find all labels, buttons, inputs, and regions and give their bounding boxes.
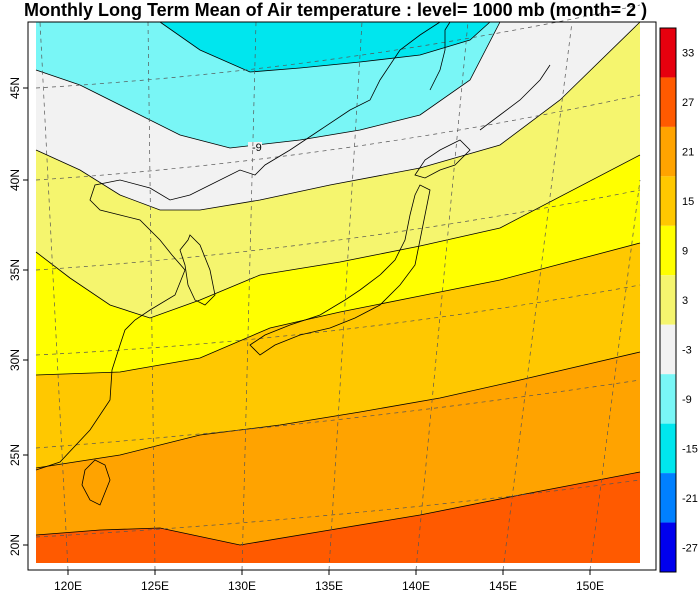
meridian-line bbox=[39, 21, 69, 571]
temperature-bands bbox=[36, 22, 640, 563]
band-yellow bbox=[36, 155, 640, 375]
colorbar-label: 15 bbox=[682, 196, 694, 208]
band-cyan bbox=[36, 22, 500, 148]
colorbar: 33 27 21 15 9 3 -3 -9 -15 -21 -27 bbox=[659, 27, 698, 573]
contour-line bbox=[35, 21, 641, 211]
y-axis: 20N 25N 30N 35N 40N 45N bbox=[8, 77, 28, 556]
contour-line bbox=[35, 351, 641, 469]
band-orange bbox=[36, 352, 640, 545]
colorbar-label: 27 bbox=[682, 97, 694, 109]
x-tick-label: 120E bbox=[54, 579, 82, 593]
y-tick-label: 45N bbox=[8, 77, 22, 99]
coastline-korea bbox=[179, 234, 216, 306]
contour-label: -9 bbox=[252, 142, 262, 154]
meridian-line bbox=[415, 21, 469, 571]
x-tick-label: 125E bbox=[141, 579, 169, 593]
y-tick-label: 20N bbox=[8, 534, 22, 556]
map-title: Monthly Long Term Mean of Air temperatur… bbox=[24, 0, 648, 20]
parallel-line bbox=[35, 94, 641, 181]
colorbar-swatch bbox=[660, 374, 676, 424]
x-tick-label: 135E bbox=[315, 579, 343, 593]
colorbar-label: -21 bbox=[682, 493, 698, 505]
y-tick-label: 35N bbox=[8, 259, 22, 281]
colorbar-label: 3 bbox=[682, 295, 688, 307]
colorbar-swatch bbox=[660, 176, 676, 226]
x-tick-label: 150E bbox=[576, 579, 604, 593]
colorbar-label: -27 bbox=[682, 542, 698, 554]
colorbar-swatch bbox=[660, 423, 676, 474]
contour-line bbox=[35, 471, 641, 546]
y-tick-label: 30N bbox=[8, 349, 22, 371]
colorbar-swatch bbox=[660, 324, 676, 375]
meridian-line bbox=[328, 21, 363, 571]
parallel-line bbox=[35, 379, 641, 449]
contour-line bbox=[159, 21, 491, 73]
map-frame bbox=[27, 21, 657, 571]
contour-line bbox=[35, 21, 501, 149]
colorbar-swatch bbox=[660, 473, 676, 523]
graticule bbox=[35, 4, 641, 571]
coastlines bbox=[35, 21, 551, 506]
x-tick-label: 140E bbox=[402, 579, 430, 593]
contour-label-bg bbox=[248, 142, 262, 153]
colorbar-label: 33 bbox=[682, 48, 694, 60]
parallel-line bbox=[35, 4, 641, 89]
colorbar-frame bbox=[659, 27, 677, 573]
colorbar-swatch bbox=[660, 275, 676, 325]
coastline-japan bbox=[249, 184, 431, 356]
x-axis: 120E 125E 130E 135E 140E 145E 150E bbox=[54, 570, 604, 593]
meridian-line bbox=[589, 179, 641, 571]
colorbar-label: 21 bbox=[682, 147, 694, 159]
y-tick-label: 40N bbox=[8, 169, 22, 191]
parallel-line bbox=[35, 284, 641, 356]
colorbar-swatch bbox=[660, 225, 676, 276]
band-gold bbox=[36, 243, 640, 468]
x-tick-label: 130E bbox=[228, 579, 256, 593]
coastline-sakhalin bbox=[429, 21, 451, 91]
coastline-hokkaido bbox=[414, 139, 471, 179]
band-lightyellow bbox=[36, 22, 640, 318]
colorbar-swatch bbox=[660, 77, 676, 127]
colorbar-label: -9 bbox=[682, 394, 692, 406]
parallel-line bbox=[35, 189, 641, 271]
band-deep-cyan bbox=[160, 22, 490, 72]
coastline-kurils bbox=[479, 64, 551, 131]
colorbar-swatch bbox=[660, 522, 676, 572]
coastline-taiwan bbox=[81, 459, 111, 506]
colorbar-swatch bbox=[660, 126, 676, 177]
colorbar-label: -15 bbox=[682, 443, 698, 455]
y-tick-label: 25N bbox=[8, 444, 22, 466]
colorbar-swatch bbox=[660, 28, 676, 78]
coastline-mainland bbox=[35, 21, 441, 471]
band-white bbox=[36, 22, 640, 210]
contour-line bbox=[35, 154, 641, 319]
meridian-line bbox=[241, 21, 257, 571]
x-tick-label: 145E bbox=[489, 579, 517, 593]
colorbar-label: -3 bbox=[682, 344, 692, 356]
band-red-orange bbox=[36, 472, 640, 563]
meridian-line bbox=[147, 21, 156, 571]
parallel-line bbox=[35, 479, 641, 538]
colorbar-label: 9 bbox=[682, 246, 688, 258]
